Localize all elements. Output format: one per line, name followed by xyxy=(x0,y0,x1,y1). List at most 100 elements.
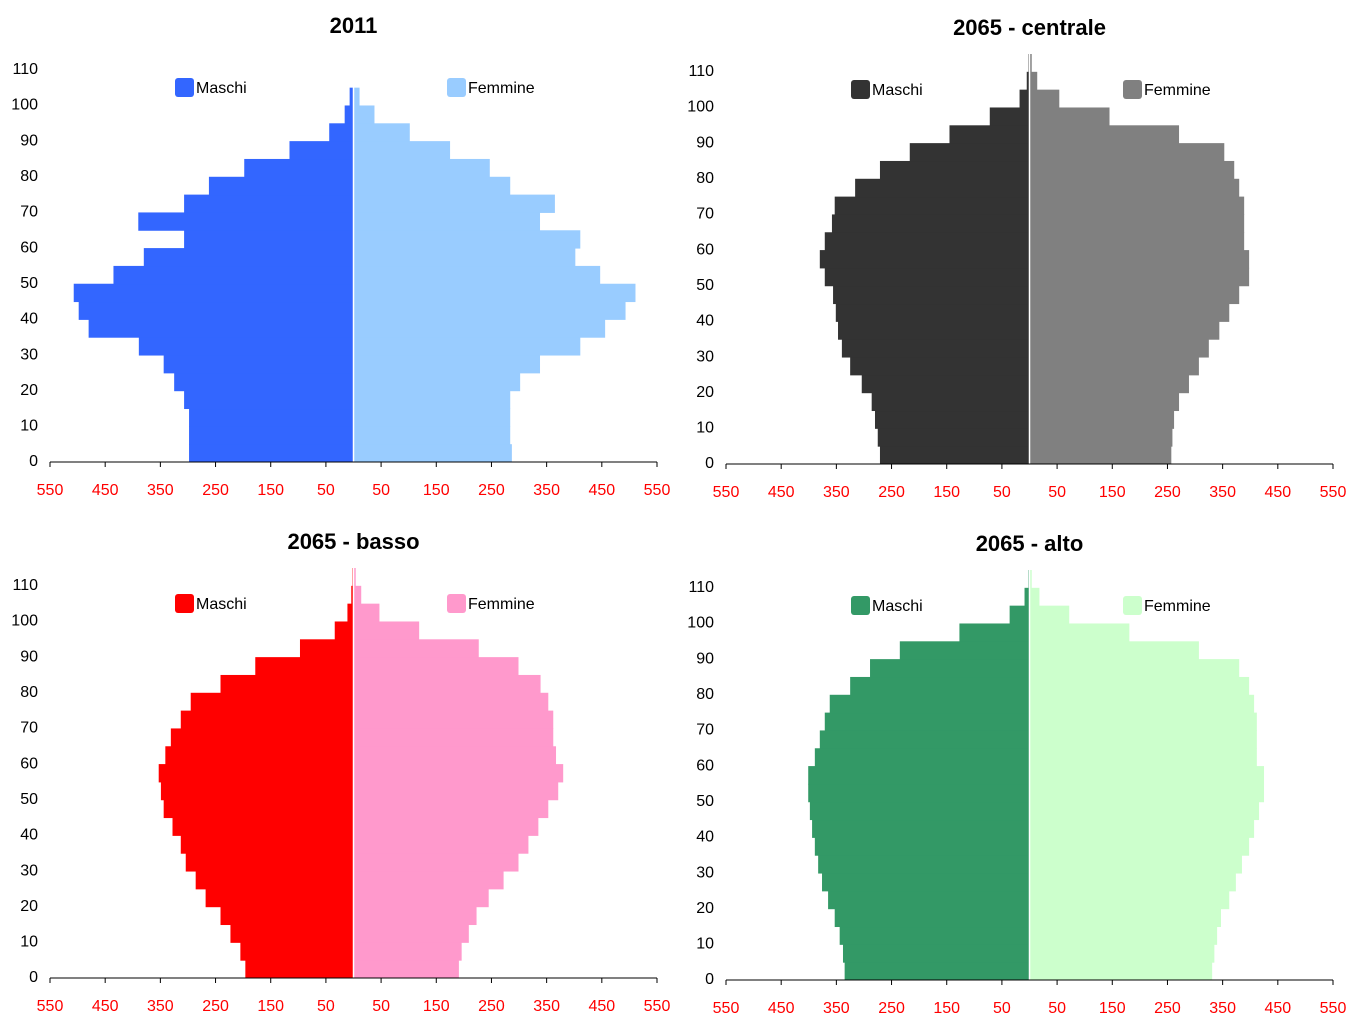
y-tick-label: 10 xyxy=(696,936,714,953)
x-tick-label: 150 xyxy=(1099,1000,1126,1017)
x-tick-label: 550 xyxy=(713,1000,740,1017)
bar xyxy=(870,659,1030,678)
bar xyxy=(1029,250,1250,269)
bar xyxy=(1029,748,1257,767)
y-tick-label: 10 xyxy=(696,420,714,437)
bar xyxy=(180,710,354,729)
chart-title: 2065 - basso xyxy=(287,529,419,554)
bar xyxy=(174,372,354,392)
y-tick-label: 0 xyxy=(29,453,38,470)
y-tick-label: 0 xyxy=(705,455,714,472)
bar xyxy=(1029,926,1218,945)
bar xyxy=(1029,783,1265,803)
bar xyxy=(1029,659,1240,678)
bar xyxy=(353,799,549,819)
bar xyxy=(184,390,354,410)
y-tick-label: 100 xyxy=(687,615,714,632)
y-tick-label: 0 xyxy=(705,971,714,988)
legend-swatch xyxy=(1123,80,1142,99)
x-tick-label: 450 xyxy=(768,484,795,501)
bar xyxy=(1029,623,1130,642)
bar xyxy=(353,105,375,124)
y-tick-label: 110 xyxy=(12,61,38,78)
x-tick-label: 550 xyxy=(37,482,64,499)
bar xyxy=(1029,890,1230,910)
bar xyxy=(814,748,1030,767)
y-tick-label: 20 xyxy=(20,382,38,399)
bar xyxy=(1026,71,1030,91)
y-tick-label: 60 xyxy=(696,757,714,774)
x-tick-label: 150 xyxy=(257,998,284,1015)
bar xyxy=(1029,801,1260,821)
x-tick-label: 50 xyxy=(1048,1000,1066,1017)
bar xyxy=(184,230,354,249)
y-tick-label: 80 xyxy=(20,684,38,701)
y-tick-label: 50 xyxy=(20,275,38,292)
bar xyxy=(180,835,354,854)
bar xyxy=(185,853,354,872)
bar xyxy=(163,799,354,819)
bar xyxy=(163,355,354,374)
bar xyxy=(1029,339,1209,358)
bar xyxy=(833,285,1030,305)
bar xyxy=(1019,89,1030,108)
chart-title: 2065 - centrale xyxy=(953,15,1106,40)
bar xyxy=(353,621,420,640)
legend-swatch xyxy=(1123,596,1142,615)
y-tick-label: 90 xyxy=(20,132,38,149)
x-tick-label: 150 xyxy=(1099,484,1126,501)
x-tick-label: 250 xyxy=(478,482,505,499)
bar xyxy=(158,764,354,783)
bar xyxy=(812,819,1030,838)
y-tick-label: 70 xyxy=(20,720,38,737)
x-tick-label: 250 xyxy=(202,998,229,1015)
bar xyxy=(949,125,1030,144)
bar xyxy=(1029,908,1221,928)
bar xyxy=(1009,605,1030,624)
x-tick-label: 250 xyxy=(478,998,505,1015)
bar xyxy=(353,888,489,908)
bar xyxy=(353,408,511,427)
y-tick-label: 100 xyxy=(11,97,38,114)
bar xyxy=(1029,54,1032,73)
bar xyxy=(334,621,354,640)
legend-swatch xyxy=(851,596,870,615)
bar xyxy=(138,337,354,356)
bar xyxy=(353,176,511,196)
bar xyxy=(190,692,354,712)
bar xyxy=(353,444,512,463)
bar xyxy=(189,444,354,463)
legend-swatch xyxy=(175,78,194,97)
x-tick-label: 50 xyxy=(317,482,335,499)
y-tick-label: 20 xyxy=(696,384,714,401)
bar xyxy=(989,107,1030,126)
y-tick-label: 20 xyxy=(696,900,714,917)
y-tick-label: 40 xyxy=(696,829,714,846)
bar xyxy=(850,676,1030,696)
y-tick-label: 40 xyxy=(20,827,38,844)
bar xyxy=(808,783,1030,803)
x-tick-label: 450 xyxy=(1264,1000,1291,1017)
y-tick-label: 80 xyxy=(696,170,714,187)
bar xyxy=(834,196,1030,215)
x-tick-label: 450 xyxy=(768,1000,795,1017)
bar xyxy=(824,712,1030,731)
bar xyxy=(1029,89,1060,108)
bar xyxy=(838,321,1030,340)
bar xyxy=(1029,392,1180,412)
bar xyxy=(808,766,1030,785)
bar xyxy=(353,87,360,106)
legend-label: Femmine xyxy=(1144,82,1211,99)
bar xyxy=(1029,766,1265,785)
bar xyxy=(1029,855,1242,874)
bar xyxy=(353,372,521,392)
y-tick-label: 90 xyxy=(696,134,714,151)
y-tick-label: 60 xyxy=(20,755,38,772)
x-tick-label: 350 xyxy=(147,998,174,1015)
bar xyxy=(353,390,511,410)
bar xyxy=(230,924,354,943)
bar xyxy=(165,746,354,765)
bar xyxy=(353,248,576,267)
legend-label: Femmine xyxy=(1144,598,1211,615)
